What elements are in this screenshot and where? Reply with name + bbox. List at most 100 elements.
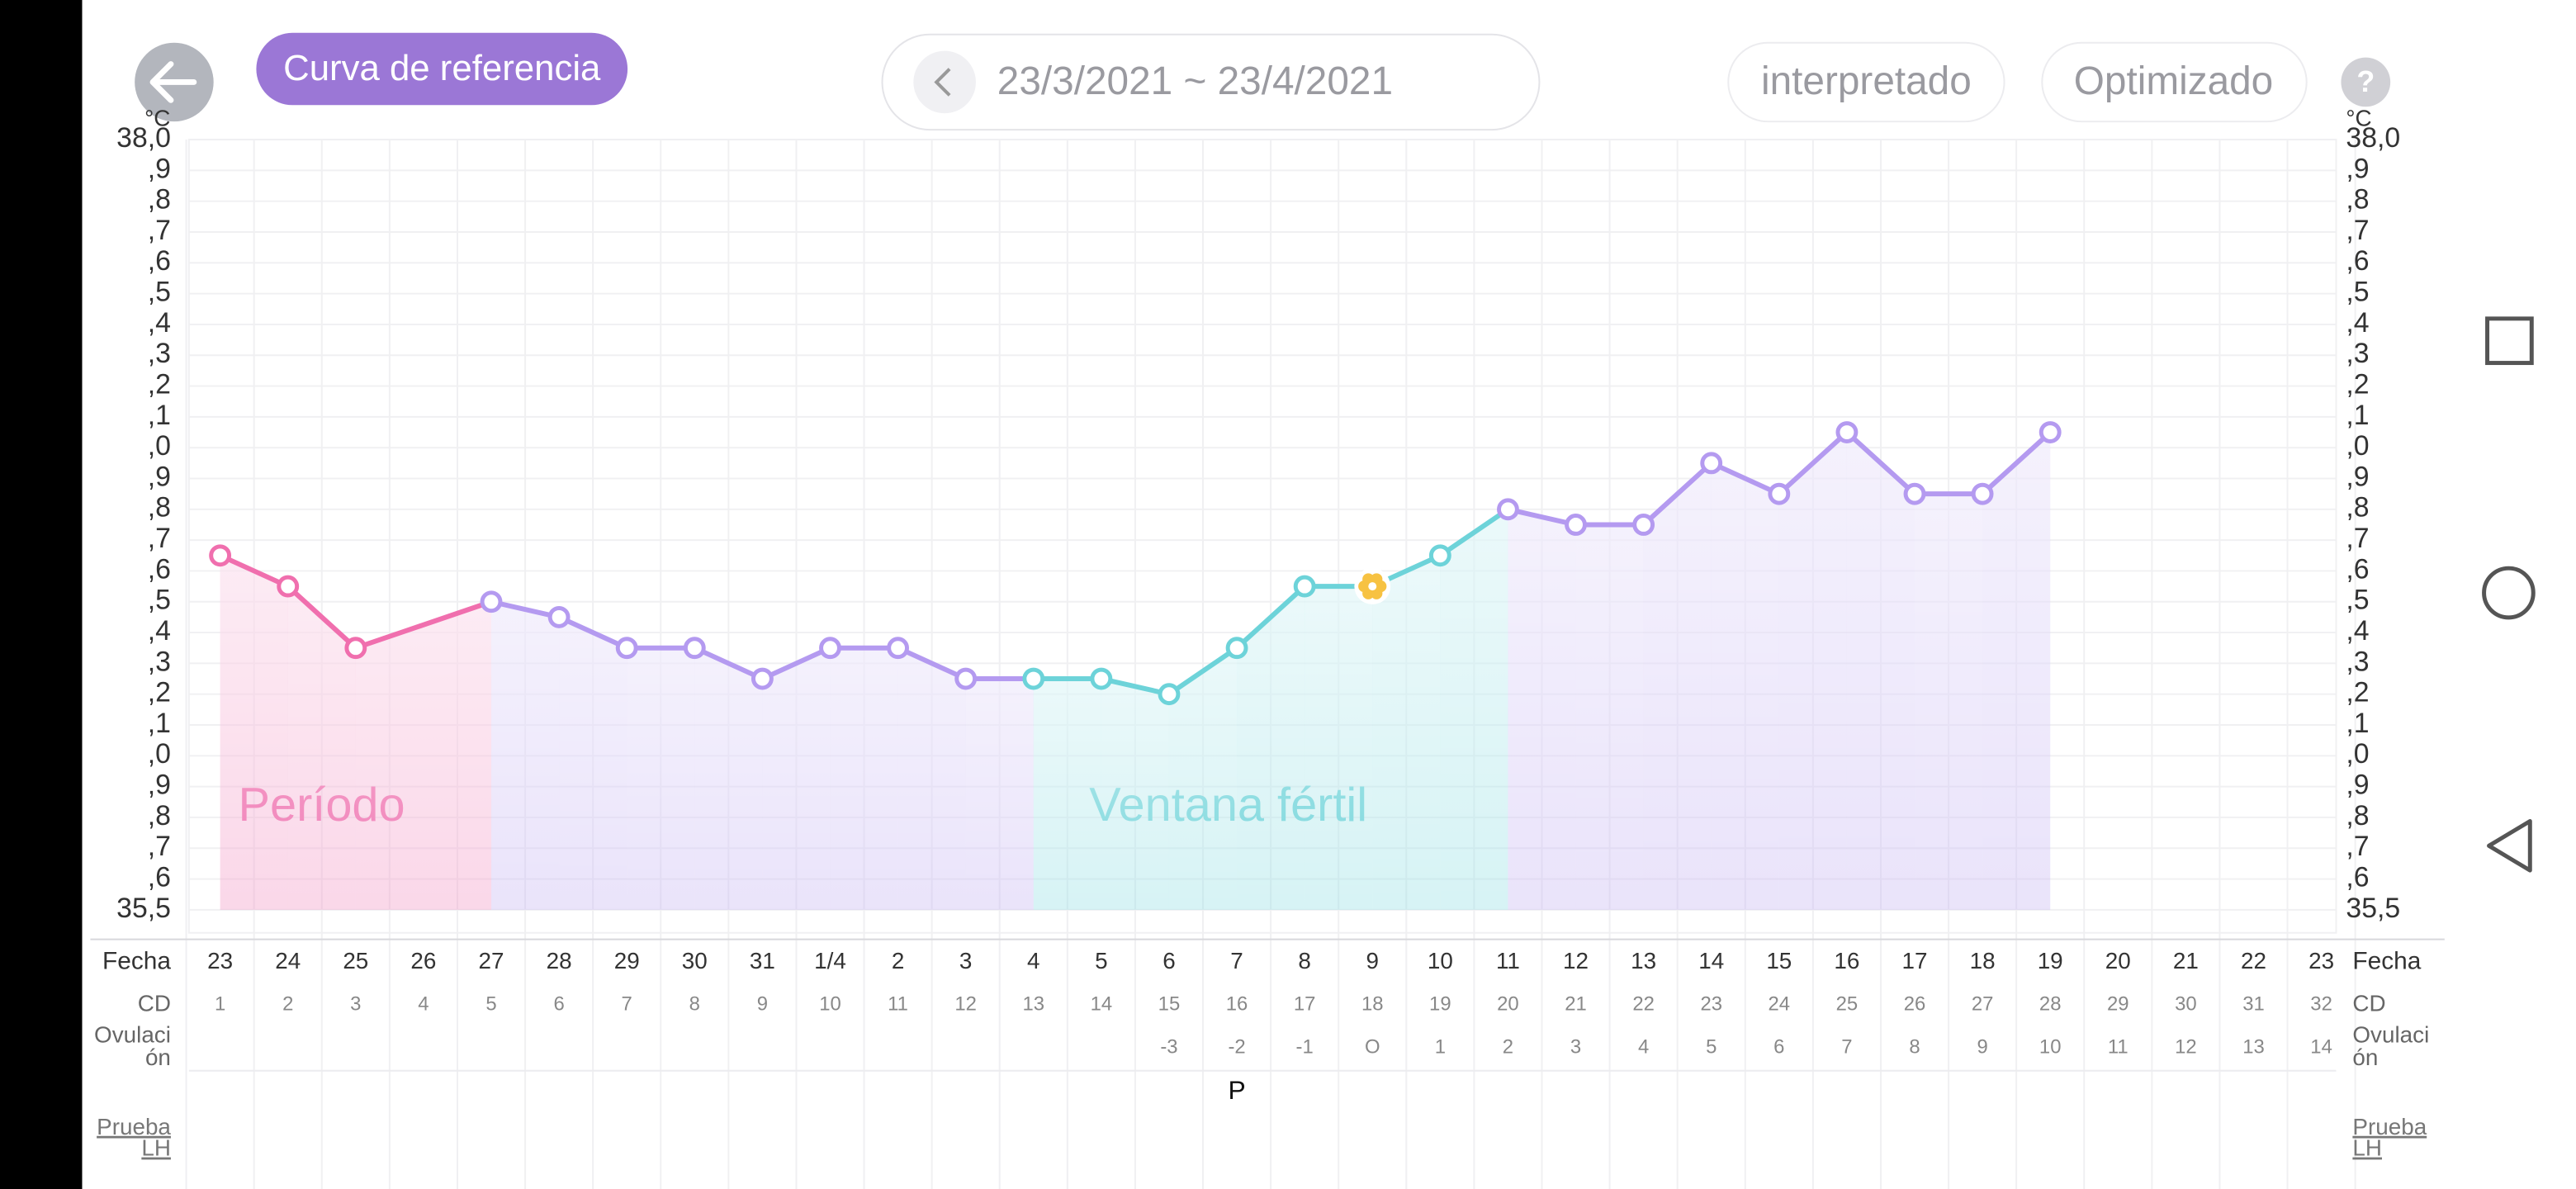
back-button[interactable] [135, 42, 214, 122]
area-fade [287, 586, 356, 910]
line-segment [1710, 461, 1781, 496]
y-tick-label: ,5 [148, 277, 171, 308]
area-fade [491, 601, 560, 910]
area-fade [1372, 555, 1441, 910]
point [887, 637, 910, 660]
row-value: 32 [2310, 993, 2332, 1016]
x-tick-label: 19 [2038, 948, 2063, 973]
y2-tick-label: ,1 [2346, 708, 2369, 739]
row-value: 16 [1226, 993, 1248, 1016]
y2-tick-label: ,1 [2346, 400, 2369, 431]
row-label: CD [2352, 991, 2385, 1016]
point [1903, 482, 1926, 505]
point [1565, 514, 1587, 536]
point [954, 667, 978, 690]
x-tick-label: 23 [2308, 948, 2334, 973]
point [1700, 452, 1723, 475]
row-value: 7 [622, 993, 632, 1016]
row-value: O [1365, 1035, 1380, 1058]
row-value: 2 [1503, 1035, 1513, 1058]
row-label: Fecha [2352, 947, 2421, 974]
row-value: 8 [689, 993, 700, 1016]
y-tick-label: ,5 [148, 585, 171, 616]
x-tick-label: 14 [1698, 948, 1724, 973]
area-fade [1982, 432, 2051, 910]
row-value: 28 [2039, 993, 2062, 1016]
y2-tick-label: ,6 [2346, 862, 2369, 893]
x-tick-label: 18 [1970, 948, 1996, 973]
line-segment [1844, 430, 1917, 496]
point [277, 575, 300, 598]
y2-tick-label: ,9 [2346, 461, 2369, 492]
x-tick-label: 16 [1834, 948, 1859, 973]
row-label: CD [138, 991, 171, 1016]
optimizado-button[interactable]: Optimizado [2041, 41, 2308, 123]
marker-center [1368, 582, 1377, 591]
line-segment [1777, 430, 1849, 496]
row-value: -1 [1296, 1035, 1314, 1058]
area-fade [1508, 509, 1576, 910]
y-tick-label: ,7 [148, 523, 171, 554]
row-value: 20 [1497, 993, 1519, 1016]
line-segment [761, 646, 831, 681]
help-button[interactable]: ? [2341, 57, 2391, 107]
y2-tick-label: ,8 [2346, 800, 2369, 831]
y2-tick-label: ,3 [2346, 338, 2369, 369]
x-tick-label: 30 [682, 948, 708, 973]
petal [1371, 573, 1383, 585]
point [344, 637, 367, 660]
x-tick-label: 20 [2105, 948, 2131, 973]
date-range[interactable]: 23/3/2021 ~ 23/4/2021 [881, 33, 1541, 131]
line-segment [694, 646, 764, 681]
y-tick-label: ,7 [148, 831, 171, 862]
point [480, 590, 503, 613]
line-segment [1101, 676, 1170, 697]
row-value: 1 [215, 993, 225, 1016]
y2-tick-label: 35,5 [2346, 893, 2400, 924]
y-tick-label: ,4 [148, 615, 171, 647]
row-value: 23 [1700, 993, 1722, 1016]
line-segment [1235, 584, 1307, 650]
row-value: 4 [1638, 1035, 1649, 1058]
y-tick-label: 35,5 [116, 893, 171, 924]
y-tick-label: 38,0 [116, 122, 171, 154]
line-segment [219, 553, 289, 589]
row-value: 27 [1972, 993, 1994, 1016]
line-segment [557, 614, 628, 651]
y2-tick-label: ,4 [2346, 307, 2369, 339]
x-tick-label: 21 [2173, 948, 2199, 973]
row-value: 14 [2310, 1035, 2332, 1058]
row-value: 25 [1836, 993, 1859, 1016]
x-tick-label: 12 [1563, 948, 1589, 973]
point [1835, 421, 1859, 443]
y2-tick-label: ,2 [2346, 369, 2369, 400]
point [751, 667, 774, 690]
y-tick-label: ,3 [148, 338, 171, 369]
row-value: 14 [1091, 993, 1113, 1016]
area-fade [830, 647, 898, 910]
y-tick-label: ,2 [148, 677, 171, 708]
row-label: ón [145, 1045, 171, 1070]
row-value: 12 [2175, 1035, 2197, 1058]
row-value: 13 [1022, 993, 1044, 1016]
y-tick-label: ,3 [148, 646, 171, 677]
nav-back[interactable] [2487, 818, 2532, 873]
area-fade [1101, 679, 1169, 910]
y-tick-label: ,6 [148, 862, 171, 893]
x-tick-label: 10 [1428, 948, 1453, 973]
left-bar [0, 0, 83, 1189]
row-value: 6 [1773, 1035, 1784, 1058]
interpretado-button[interactable]: interpretado [1727, 41, 2005, 123]
row-value: 5 [485, 993, 496, 1016]
nav-recent[interactable] [2485, 316, 2534, 366]
row-value: 5 [1706, 1035, 1717, 1058]
row-value: 8 [1909, 1035, 1920, 1058]
y2-tick-label: ,0 [2346, 430, 2369, 462]
y2-tick-label: ,5 [2346, 277, 2369, 308]
reference-button[interactable]: Curva de referencia [256, 32, 628, 106]
y2-tick-label: ,5 [2346, 585, 2369, 616]
nav-home[interactable] [2482, 566, 2536, 620]
row-label: Ovulaci [94, 1021, 171, 1047]
row-label: Fecha [102, 947, 171, 974]
row-value: 11 [888, 993, 908, 1016]
